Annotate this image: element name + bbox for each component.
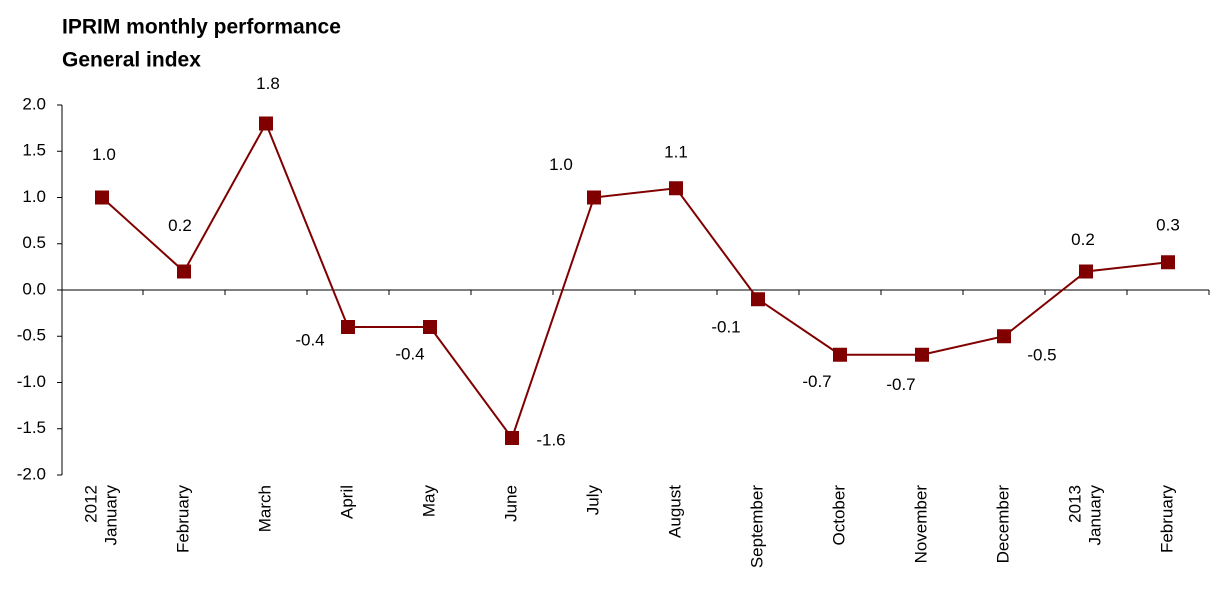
data-label: 1.0 bbox=[92, 145, 116, 164]
data-label: -0.5 bbox=[1027, 346, 1056, 365]
marker bbox=[341, 320, 355, 334]
data-label: 1.0 bbox=[549, 155, 573, 174]
y-tick-label: 1.0 bbox=[22, 187, 46, 206]
y-tick-label: -2.0 bbox=[17, 464, 46, 483]
data-label: -0.1 bbox=[711, 318, 740, 337]
marker bbox=[177, 264, 191, 279]
y-tick-label: -1.0 bbox=[17, 372, 46, 391]
x-year-label: 2012 bbox=[81, 485, 100, 523]
x-tick-label: September bbox=[747, 485, 766, 568]
y-tick-label: -1.5 bbox=[17, 418, 46, 437]
data-label: -1.6 bbox=[536, 430, 565, 449]
marker bbox=[751, 292, 765, 307]
data-label: 0.2 bbox=[168, 216, 192, 235]
marker bbox=[95, 190, 109, 205]
marker bbox=[1079, 264, 1093, 279]
y-tick-label: 0.5 bbox=[22, 233, 46, 252]
x-tick-label: March bbox=[255, 485, 274, 532]
x-tick-label: April bbox=[337, 485, 356, 519]
marker bbox=[259, 116, 273, 131]
x-tick-label: June bbox=[501, 485, 520, 522]
marker bbox=[587, 190, 601, 205]
x-tick-label: May bbox=[419, 485, 438, 518]
data-label: -0.4 bbox=[395, 344, 424, 363]
data-label: 0.3 bbox=[1156, 216, 1180, 235]
series-line bbox=[101, 121, 1169, 441]
y-tick-label: 2.0 bbox=[22, 94, 46, 113]
data-label: 0.2 bbox=[1071, 230, 1095, 249]
x-tick-label: February bbox=[173, 485, 192, 554]
marker bbox=[1161, 255, 1175, 270]
x-tick-label: February bbox=[1157, 485, 1176, 554]
data-label: 1.8 bbox=[256, 74, 280, 93]
y-tick-label: -0.5 bbox=[17, 326, 46, 345]
marker bbox=[997, 329, 1011, 344]
data-label: -0.7 bbox=[802, 372, 831, 391]
marker bbox=[669, 181, 683, 196]
x-tick-label: July bbox=[583, 485, 602, 516]
marker bbox=[505, 431, 519, 445]
data-label: -0.4 bbox=[295, 330, 324, 349]
x-tick-label: January bbox=[1085, 485, 1104, 546]
x-tick-label: November bbox=[911, 485, 930, 564]
data-label: -0.7 bbox=[886, 375, 915, 394]
x-year-label: 2013 bbox=[1065, 485, 1084, 523]
x-tick-label: October bbox=[829, 485, 848, 546]
x-tick-label: August bbox=[665, 485, 684, 538]
y-tick-label: 0.0 bbox=[22, 279, 46, 298]
data-label: 1.1 bbox=[664, 143, 688, 162]
y-tick-label: 1.5 bbox=[22, 141, 46, 160]
marker bbox=[915, 347, 929, 362]
x-tick-label: December bbox=[993, 485, 1012, 564]
marker bbox=[423, 320, 437, 334]
chart-subtitle: General index bbox=[62, 49, 201, 72]
chart-title: IPRIM monthly performance bbox=[62, 16, 341, 39]
x-tick-label: January bbox=[101, 485, 120, 546]
marker bbox=[833, 347, 847, 362]
